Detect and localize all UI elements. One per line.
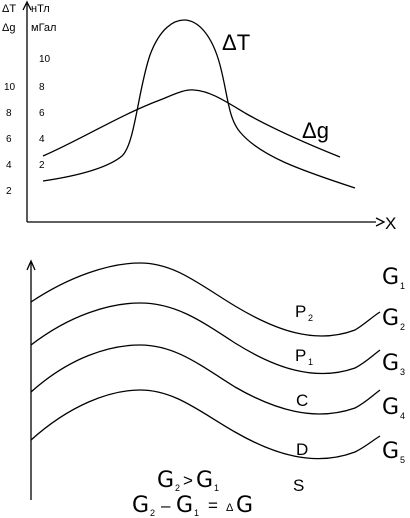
svg-text:G: G [382, 306, 399, 331]
unit-ntl: нТл [31, 3, 50, 15]
boundary-curve-1 [30, 262, 381, 337]
y-label-delta-g: Δg [2, 22, 15, 34]
svg-text:1: 1 [308, 357, 313, 367]
svg-text:G: G [382, 439, 399, 464]
sigma-4: G 4 [382, 395, 405, 421]
y-label-delta-t: ΔT [2, 3, 16, 15]
delta-g-label: Δg [302, 118, 329, 143]
outer-tick-8: 8 [6, 108, 12, 119]
svg-text:5: 5 [400, 455, 405, 465]
top-chart: ΔT Δg нТл мГал X 10 8 6 4 2 10 8 6 4 2 Δ… [2, 0, 396, 233]
formula-inequality: G 2 > G 1 [157, 468, 219, 493]
svg-text:G: G [196, 468, 213, 493]
svg-text:3: 3 [400, 367, 405, 377]
bottom-section: P 2 P 1 C D S G 1 G 2 G 3 G 4 G 5 [26, 259, 405, 518]
delta-t-curve [42, 19, 356, 189]
svg-text:4: 4 [400, 411, 405, 421]
svg-text:G: G [157, 468, 174, 493]
y-axis-arrow [22, 0, 32, 11]
inner-tick-4: 4 [39, 134, 45, 145]
boundary-curve-2 [30, 302, 381, 375]
svg-text:1: 1 [400, 281, 405, 291]
svg-text:P: P [295, 302, 306, 321]
svg-text:2: 2 [400, 322, 405, 332]
svg-text:2: 2 [308, 313, 313, 323]
layer-label-s: S [293, 476, 304, 495]
svg-text:Δ: Δ [226, 502, 234, 514]
svg-text:1: 1 [194, 508, 199, 518]
sigma-3: G 3 [382, 351, 405, 377]
inner-ticks: 10 8 6 4 2 [39, 54, 51, 171]
x-axis-arrow [375, 217, 386, 227]
svg-text:G: G [132, 493, 149, 518]
layer-label-p1: P 1 [295, 346, 313, 367]
svg-text:P: P [295, 346, 306, 365]
boundary-curve-4 [30, 389, 381, 460]
inner-tick-8: 8 [39, 82, 45, 93]
delta-t-label: ΔT [222, 30, 250, 55]
sigma-1: G 1 [382, 265, 405, 291]
x-axis-label: X [385, 214, 396, 233]
outer-tick-10: 10 [4, 82, 16, 93]
unit-mgal: мГал [31, 22, 56, 34]
svg-text:–: – [161, 496, 171, 515]
formula-difference: G 2 – G 1 = Δ G [132, 493, 253, 518]
svg-text:1: 1 [214, 483, 219, 493]
outer-tick-4: 4 [6, 160, 12, 171]
layer-label-d: D [296, 440, 308, 459]
svg-text:G: G [382, 265, 399, 290]
layer-label-c: C [296, 391, 308, 410]
outer-ticks: 10 8 6 4 2 [4, 82, 16, 197]
svg-text:G: G [382, 351, 399, 376]
svg-text:G: G [236, 493, 253, 518]
outer-tick-2: 2 [6, 186, 12, 197]
sigma-2: G 2 [382, 306, 405, 332]
svg-text:G: G [382, 395, 399, 420]
sigma-5: G 5 [382, 439, 405, 465]
svg-text:>: > [183, 471, 193, 490]
delta-g-curve [42, 89, 341, 158]
svg-text:2: 2 [150, 508, 155, 518]
svg-text:=: = [208, 496, 218, 515]
depth-axis-arrow [26, 259, 36, 271]
svg-text:2: 2 [175, 483, 180, 493]
boundary-curve-3 [30, 344, 381, 415]
layer-label-p2: P 2 [295, 302, 313, 323]
svg-text:G: G [176, 493, 193, 518]
inner-tick-6: 6 [39, 108, 45, 119]
inner-tick-2: 2 [39, 160, 45, 171]
inner-tick-10: 10 [39, 54, 51, 65]
outer-tick-6: 6 [6, 134, 12, 145]
